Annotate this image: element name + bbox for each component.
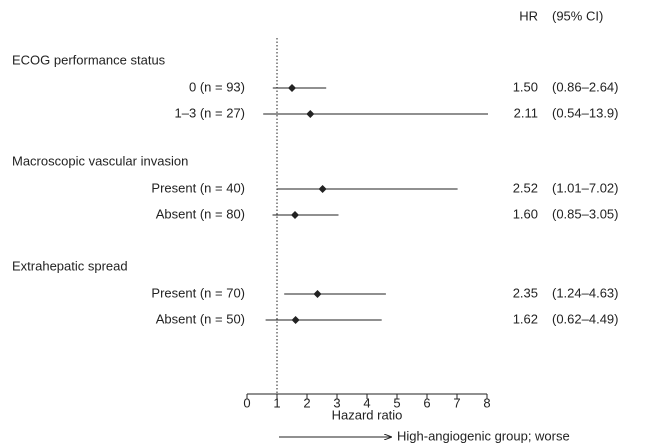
- ci-label: (0.54–13.9): [552, 105, 619, 120]
- hr-label: 2.52: [513, 180, 538, 195]
- x-tick-label: 4: [363, 395, 370, 410]
- x-tick-label: 0: [243, 395, 250, 410]
- row-label: Present (n = 70): [151, 285, 245, 300]
- x-tick-label: 7: [453, 395, 460, 410]
- ci-label: (0.86–2.64): [552, 79, 619, 94]
- x-tick-label: 2: [303, 395, 310, 410]
- hr-label: 2.11: [514, 105, 538, 120]
- ci-header: (95% CI): [552, 8, 603, 23]
- x-tick-label: 6: [423, 395, 430, 410]
- row-label: 0 (n = 93): [189, 79, 245, 94]
- ci-label: (1.24–4.63): [552, 285, 619, 300]
- hr-label: 2.35: [513, 285, 538, 300]
- hr-marker: [291, 316, 300, 324]
- row-label: Absent (n = 50): [156, 311, 245, 326]
- plot-area: [263, 84, 488, 324]
- group-label: ECOG performance status: [12, 52, 166, 67]
- hr-marker: [306, 110, 315, 118]
- x-axis-label: Hazard ratio: [332, 407, 403, 422]
- ci-label: (0.85–3.05): [552, 206, 619, 221]
- group-label: Extrahepatic spread: [12, 258, 128, 273]
- x-tick-label: 5: [393, 395, 400, 410]
- hr-marker: [318, 185, 327, 193]
- row-label: Present (n = 40): [151, 180, 245, 195]
- annotation: High-angiogenic group; worse: [397, 428, 570, 443]
- group-label: Macroscopic vascular invasion: [12, 153, 188, 168]
- x-tick-label: 1: [273, 395, 280, 410]
- hr-header: HR: [519, 8, 538, 23]
- x-tick-label: 3: [333, 395, 340, 410]
- row-label: Absent (n = 80): [156, 206, 245, 221]
- hr-label: 1.50: [513, 79, 538, 94]
- hr-marker: [313, 290, 322, 298]
- row-label: 1–3 (n = 27): [175, 105, 245, 120]
- hr-marker: [291, 211, 299, 219]
- hr-label: 1.60: [513, 206, 538, 221]
- ci-label: (0.62–4.49): [552, 311, 619, 326]
- x-tick-label: 8: [483, 395, 490, 410]
- ci-label: (1.01–7.02): [552, 180, 619, 195]
- hr-marker: [288, 84, 296, 92]
- hr-label: 1.62: [513, 311, 538, 326]
